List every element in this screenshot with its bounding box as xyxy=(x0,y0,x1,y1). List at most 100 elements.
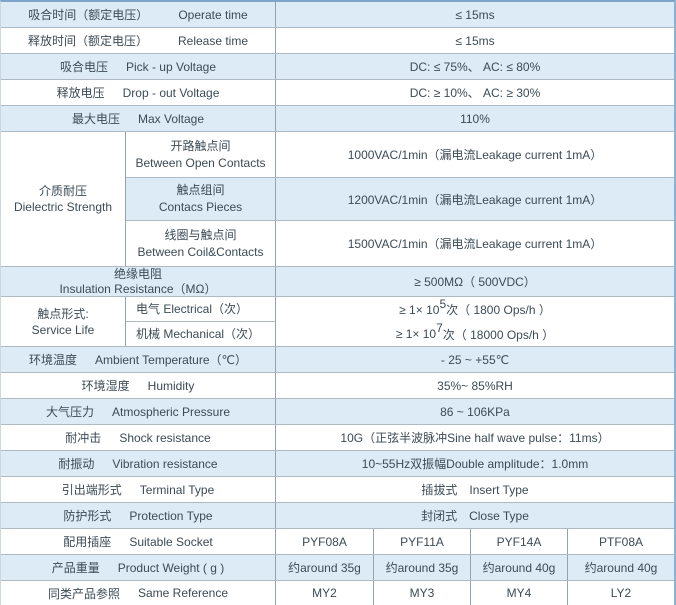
label-zh: 大气压力 xyxy=(45,405,94,419)
spec-row-insulation-resistance: 绝缘电阻 Insulation Resistance（MΩ） ≥ 500MΩ（ … xyxy=(1,267,674,297)
row-label: 耐振动 Vibration resistance xyxy=(1,451,276,476)
row-label: 释放电压 Drop - out Voltage xyxy=(1,80,276,105)
row-value: 10~55Hz双振幅Double amplitude：1.0mm xyxy=(361,457,589,471)
row-label: 防护形式 Protection Type xyxy=(1,503,276,528)
group-label: 触点形式: Service Life xyxy=(1,297,126,346)
group-body: 电气 Electrical（次） ≥ 1× 10 5 次（ 1800 Ops/h ）… xyxy=(126,297,674,346)
label-en: Pick - up Voltage xyxy=(125,59,217,74)
row-label: 环境湿度 Humidity xyxy=(1,373,276,398)
spec-row-ambient-temperature: 环境温度 Ambient Temperature（℃） - 25 ~ +55℃ xyxy=(1,347,674,373)
row-value: 封闭式 Close Type xyxy=(421,509,529,523)
socket-value: PTF08A xyxy=(598,534,643,549)
label-en: Between Open Contacts xyxy=(135,155,266,170)
sub-label: 开路触点间 Between Open Contacts xyxy=(126,132,276,177)
group-label: 介质耐压 Dielectric Strength xyxy=(1,132,126,266)
spec-group-dielectric-strength: 介质耐压 Dielectric Strength 开路触点间 Between O… xyxy=(1,132,674,267)
label-zh: 环境湿度 xyxy=(81,379,130,393)
spec-row-pickup-voltage: 吸合电压 Pick - up Voltage DC: ≤ 75%、 AC: ≤ … xyxy=(1,54,674,80)
label-en: Max Voltage xyxy=(137,111,205,126)
row-value: DC: ≤ 75%、 AC: ≤ 80% xyxy=(409,60,541,74)
label-en: Shock resistance xyxy=(119,430,211,445)
sub-row-mechanical-life: 机械 Mechanical（次） ≥ 1× 10 7 次（ 18000 Ops/h … xyxy=(126,322,674,346)
label-en: Between Coil&Contacts xyxy=(137,244,264,259)
row-values: MY2 MY3 MY4 LY2 xyxy=(276,581,674,605)
row-value: 插拔式 Insert Type xyxy=(421,483,529,497)
label-zh: 释放电压 xyxy=(56,86,105,100)
weight-value: 约around 40g xyxy=(584,561,658,575)
sub-value: 1000VAC/1min（漏电流Leakage current 1mA） xyxy=(347,148,603,162)
label-zh: 吸合时间（额定电压） xyxy=(28,8,149,22)
label-en: Insulation Resistance（MΩ） xyxy=(59,281,217,296)
label-en: Dielectric Strength xyxy=(13,200,113,214)
weight-value: 约around 35g xyxy=(374,555,471,580)
row-label: 环境温度 Ambient Temperature（℃） xyxy=(1,347,276,372)
row-values: 约around 35g 约around 35g 约around 40g 约aro… xyxy=(276,555,674,580)
sub-label: 触点组间 Contacs Pieces xyxy=(126,178,276,220)
sub-row-between-open-contacts: 开路触点间 Between Open Contacts 1000VAC/1min… xyxy=(126,132,674,178)
label-zh: 触点形式: xyxy=(37,306,89,321)
spec-row-atmospheric-pressure: 大气压力 Atmospheric Pressure 86 ~ 106KPa xyxy=(1,399,674,425)
row-label: 大气压力 Atmospheric Pressure xyxy=(1,399,276,424)
row-value: 86 ~ 106KPa xyxy=(440,404,510,419)
label-zh: 触点组间 xyxy=(176,183,225,197)
row-label: 吸合电压 Pick - up Voltage xyxy=(1,54,276,79)
row-value: ≤ 15ms xyxy=(455,33,495,48)
label-en: Suitable Socket xyxy=(129,534,213,549)
sub-value: 1500VAC/1min（漏电流Leakage current 1mA） xyxy=(347,237,603,251)
row-value: ≤ 15ms xyxy=(455,7,495,22)
sub-value: ≥ 1× 10 5 次（ 1800 Ops/h ） xyxy=(399,296,551,318)
row-value: - 25 ~ +55℃ xyxy=(440,352,510,367)
row-label: 配用插座 Suitable Socket xyxy=(1,529,276,554)
sub-value: ≥ 1× 10 7 次（ 18000 Ops/h ） xyxy=(395,321,555,342)
reference-value: MY4 xyxy=(471,581,568,605)
socket-value: PYF08A xyxy=(276,529,374,554)
spec-row-protection-type: 防护形式 Protection Type 封闭式 Close Type xyxy=(1,503,674,529)
value-post: 次（ 1800 Ops/h ） xyxy=(446,303,551,317)
label-zh: 引出端形式 xyxy=(61,483,122,497)
label-zh: 同类产品参照 xyxy=(47,586,120,601)
spec-row-product-weight: 产品重量 Product Weight ( g ) 约around 35g 约a… xyxy=(1,555,674,581)
label-zh: 线圈与触点间 xyxy=(164,227,237,242)
label-zh: 开路触点间 xyxy=(170,138,231,153)
value-pre: ≥ 1× 10 xyxy=(399,302,440,317)
row-label: 释放时间（额定电压） Release time xyxy=(1,28,276,53)
label-zh: 吸合电压 xyxy=(59,60,108,74)
label-en: Operate time xyxy=(178,7,248,22)
row-label: 吸合时间（额定电压） Operate time xyxy=(1,2,276,27)
sub-row-electrical-life: 电气 Electrical（次） ≥ 1× 10 5 次（ 1800 Ops/h ） xyxy=(126,297,674,322)
label-en: Same Reference xyxy=(137,586,229,600)
sub-row-contact-pieces: 触点组间 Contacs Pieces 1200VAC/1min（漏电流Leak… xyxy=(126,178,674,221)
label-zh: 耐振动 xyxy=(58,457,95,471)
spec-row-release-time: 释放时间（额定电压） Release time ≤ 15ms xyxy=(1,28,674,54)
label-zh: 配用插座 xyxy=(63,535,112,549)
label-zh: 耐冲击 xyxy=(65,431,102,445)
label-zh: 防护形式 xyxy=(63,509,112,523)
label-zh: 介质耐压 xyxy=(38,184,87,198)
label-zh: 产品重量 xyxy=(51,561,100,575)
spec-row-max-voltage: 最大电压 Max Voltage 110% xyxy=(1,106,674,132)
sub-label: 线圈与触点间 Between Coil&Contacts xyxy=(126,221,276,266)
reference-value: MY2 xyxy=(276,581,374,605)
label-en: Contacs Pieces xyxy=(158,200,243,214)
row-values: PYF08A PYF11A PYF14A PTF08A xyxy=(276,529,674,554)
row-value: 110% xyxy=(460,111,490,126)
weight-value: 约around 40g xyxy=(471,555,568,580)
row-value: 10G（正弦半波脉冲Sine half wave pulse：11ms） xyxy=(340,431,610,445)
spec-row-suitable-socket: 配用插座 Suitable Socket PYF08A PYF11A PYF14… xyxy=(1,529,674,555)
spec-row-terminal-type: 引出端形式 Terminal Type 插拔式 Insert Type xyxy=(1,477,674,503)
row-label: 同类产品参照 Same Reference xyxy=(1,581,276,605)
label-zh: 最大电压 xyxy=(71,112,120,126)
spec-row-same-reference: 同类产品参照 Same Reference MY2 MY3 MY4 LY2 xyxy=(1,581,674,605)
spec-row-humidity: 环境湿度 Humidity 35%~ 85%RH xyxy=(1,373,674,399)
label-en: Atmospheric Pressure xyxy=(111,404,231,419)
sub-row-between-coil-contacts: 线圈与触点间 Between Coil&Contacts 1500VAC/1mi… xyxy=(126,221,674,266)
row-value: ≥ 500MΩ（ 500VDC） xyxy=(414,275,536,289)
row-value: 35%~ 85%RH xyxy=(437,378,513,393)
group-body: 开路触点间 Between Open Contacts 1000VAC/1min… xyxy=(126,132,674,266)
label-en: Drop - out Voltage xyxy=(122,85,220,100)
label-en: Terminal Type xyxy=(139,482,215,497)
label-zh: 环境温度 xyxy=(29,353,78,367)
sub-label: 电气 Electrical（次） xyxy=(126,297,276,322)
value-post: 次（ 18000 Ops/h ） xyxy=(442,327,555,342)
